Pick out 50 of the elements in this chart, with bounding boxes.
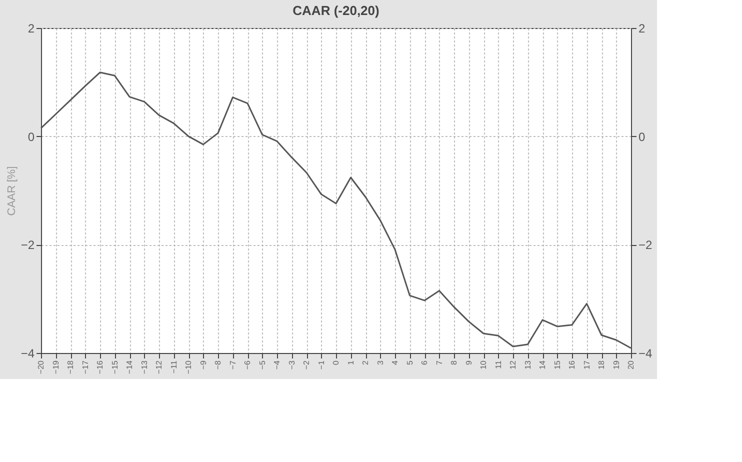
x-tick-label: −17	[80, 360, 90, 374]
y-tick-label: 2	[28, 22, 35, 36]
x-tick-label: 17	[582, 360, 592, 370]
x-tick-label: −2	[302, 360, 311, 370]
y2-tick-label: 2	[638, 22, 646, 36]
x-tick-label: 1	[346, 360, 356, 365]
x-tick-label: 3	[376, 360, 385, 365]
x-tick-label: −10	[184, 360, 193, 374]
x-tick-label: −9	[198, 360, 208, 370]
x-tick-label: 13	[523, 360, 532, 370]
x-tick-label: 16	[568, 360, 576, 370]
y2-tick-label: −2	[638, 238, 653, 252]
x-tick-label: −1	[316, 360, 326, 370]
chart-title: CAAR (-20,20)	[292, 3, 380, 18]
x-tick-label: −11	[169, 360, 178, 374]
x-tick-label: 20	[626, 360, 636, 370]
x-tick-label: −5	[258, 360, 267, 370]
x-tick-label: 14	[538, 360, 547, 370]
x-tick-label: −18	[66, 360, 75, 374]
line-series	[40, 72, 632, 349]
x-tick-label: 9	[464, 360, 474, 365]
x-tick-label: −13	[140, 360, 149, 374]
y-tick-label: 0	[28, 130, 35, 144]
x-tick-label: −3	[287, 360, 296, 370]
x-tick-label: −8	[214, 360, 222, 370]
x-tick-label: 6	[420, 360, 429, 365]
x-tick-label: −15	[110, 360, 120, 374]
x-tick-label: 0	[332, 360, 340, 365]
x-tick-label: −20	[36, 360, 46, 374]
x-tick-label: 12	[508, 360, 518, 370]
x-tick-label: −16	[96, 360, 104, 374]
x-tick-label: 7	[434, 360, 444, 365]
x-tick-label: −12	[154, 360, 164, 374]
x-tick-label: 10	[479, 360, 488, 370]
x-tick-label: −7	[228, 360, 238, 370]
x-tick-label: −19	[51, 360, 60, 374]
y-tick-label: −2	[20, 238, 35, 252]
x-tick-label: 18	[597, 360, 606, 370]
x-tick-label: 4	[390, 360, 400, 365]
x-tick-label: 19	[612, 360, 621, 370]
y2-tick-label: 0	[638, 130, 646, 144]
x-tick-label: −4	[272, 360, 282, 370]
x-tick-label: 5	[405, 360, 414, 365]
x-tick-label: 8	[450, 360, 458, 365]
y-axis-title: CAAR [%]	[6, 166, 18, 216]
x-tick-label: 11	[494, 360, 503, 369]
x-tick-label: −14	[125, 360, 134, 374]
x-tick-label: −6	[243, 360, 252, 370]
x-tick-label: 2	[361, 360, 370, 365]
x-tick-label: 15	[552, 360, 562, 370]
